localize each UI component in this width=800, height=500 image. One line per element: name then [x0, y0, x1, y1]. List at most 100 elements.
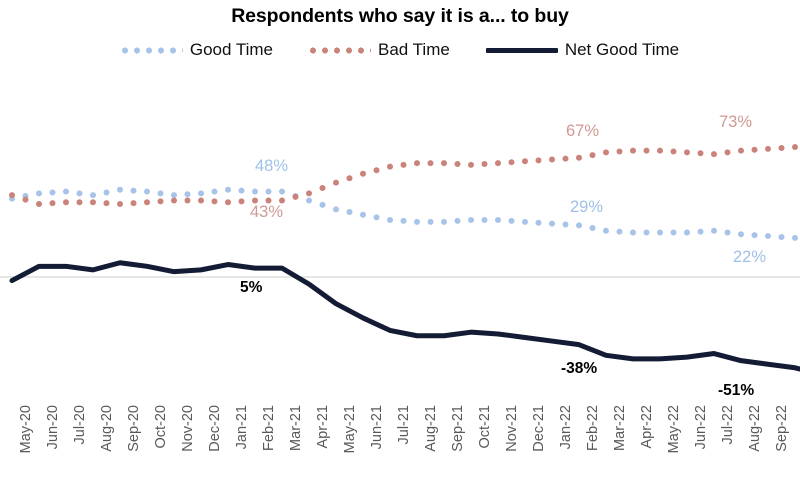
data-point — [589, 152, 596, 159]
x-axis-tick-label: Sep-22 — [774, 405, 790, 452]
data-point — [616, 228, 623, 235]
data-point — [171, 197, 177, 204]
data-point — [441, 160, 447, 167]
data-point — [211, 198, 218, 205]
data-point — [144, 188, 150, 195]
x-axis-tick-label: Jul-22 — [720, 405, 736, 445]
data-point — [508, 217, 515, 224]
x-axis-tick-label: Feb-21 — [261, 405, 277, 451]
data-point — [157, 190, 164, 197]
legend-item-good-time[interactable]: Good Time — [120, 40, 273, 60]
data-point — [144, 199, 150, 206]
data-point — [657, 147, 663, 154]
data-point — [765, 145, 771, 152]
data-point — [90, 199, 96, 206]
plot-area — [0, 95, 800, 405]
data-point — [36, 201, 42, 208]
data-point — [427, 218, 434, 225]
data-point — [684, 229, 690, 236]
legend-label-net-good-time: Net Good Time — [564, 40, 680, 59]
chart-legend: Good Time Bad Time Net Good Time — [0, 40, 800, 60]
x-axis-tick-label: Feb-22 — [585, 405, 601, 451]
data-point — [319, 185, 326, 191]
data-point — [319, 201, 326, 208]
x-axis-tick-label: Sep-21 — [450, 405, 466, 452]
data-point — [117, 186, 123, 193]
series-bad-time — [9, 144, 798, 208]
data-point — [22, 196, 29, 203]
data-point — [225, 186, 231, 193]
x-axis-tick-label: Jan-22 — [558, 405, 574, 450]
data-point — [360, 170, 366, 177]
data-point — [265, 197, 272, 204]
data-point — [468, 217, 474, 224]
data-point — [292, 193, 299, 200]
data-point — [427, 160, 434, 167]
data-point — [238, 198, 245, 205]
data-point — [535, 219, 542, 226]
data-point — [603, 149, 609, 156]
data-point — [508, 159, 515, 166]
x-axis-tick-label: Oct-21 — [477, 405, 493, 449]
x-axis-tick-label: Sep-20 — [126, 405, 142, 452]
data-point — [765, 233, 771, 240]
data-point — [279, 188, 285, 195]
data-point — [346, 175, 353, 182]
x-axis-tick-label: Jan-21 — [234, 405, 250, 450]
data-point — [441, 218, 447, 225]
x-axis-tick-label: Apr-22 — [639, 405, 655, 449]
data-point — [76, 199, 83, 206]
data-point — [387, 163, 393, 170]
data-point — [414, 218, 420, 225]
data-point — [306, 190, 312, 197]
legend-swatch-good-time-icon — [120, 46, 183, 54]
legend-swatch-net-good-time-icon — [485, 47, 558, 53]
data-point — [360, 211, 366, 218]
x-axis-tick-label: Jun-20 — [45, 405, 61, 450]
data-point — [724, 229, 731, 236]
data-point — [751, 146, 758, 153]
data-point — [76, 190, 83, 197]
data-point — [333, 179, 339, 186]
data-point — [697, 150, 704, 157]
data-point — [643, 229, 650, 236]
x-axis-tick-label: Apr-21 — [315, 405, 331, 449]
data-point — [792, 144, 798, 151]
data-point — [211, 188, 218, 195]
series-net-good-time — [9, 260, 800, 372]
x-axis-tick-label: Jun-22 — [693, 405, 709, 450]
data-point — [792, 234, 798, 241]
data-point — [373, 167, 380, 174]
x-axis-tick-label: May-21 — [342, 405, 358, 454]
data-point — [738, 147, 744, 154]
data-point — [387, 217, 393, 224]
data-point — [711, 227, 717, 234]
data-point — [400, 161, 407, 168]
data-point — [130, 200, 137, 207]
data-point — [63, 188, 69, 195]
data-point — [549, 220, 555, 227]
data-point — [711, 151, 717, 158]
x-axis-tick-label: Jul-21 — [396, 405, 412, 445]
data-point — [495, 217, 501, 224]
data-point — [522, 218, 528, 225]
data-point — [400, 217, 407, 224]
legend-item-bad-time[interactable]: Bad Time — [309, 40, 450, 60]
x-axis-tick-label: Aug-20 — [99, 405, 115, 452]
x-axis-tick-label: Jul-20 — [72, 405, 88, 445]
data-point — [184, 191, 191, 198]
data-point — [589, 225, 596, 232]
legend-item-net-good-time[interactable]: Net Good Time — [485, 40, 680, 60]
data-point — [306, 197, 312, 204]
data-point — [697, 228, 704, 235]
data-point — [333, 206, 339, 213]
x-axis-tick-label: Mar-21 — [288, 405, 304, 451]
data-point — [346, 209, 353, 216]
data-point — [522, 158, 528, 165]
data-point — [117, 201, 123, 208]
x-axis-tick-label: Aug-21 — [423, 405, 439, 452]
x-axis-tick-label: Mar-22 — [612, 405, 628, 451]
data-point — [535, 157, 542, 164]
data-point — [576, 222, 582, 229]
